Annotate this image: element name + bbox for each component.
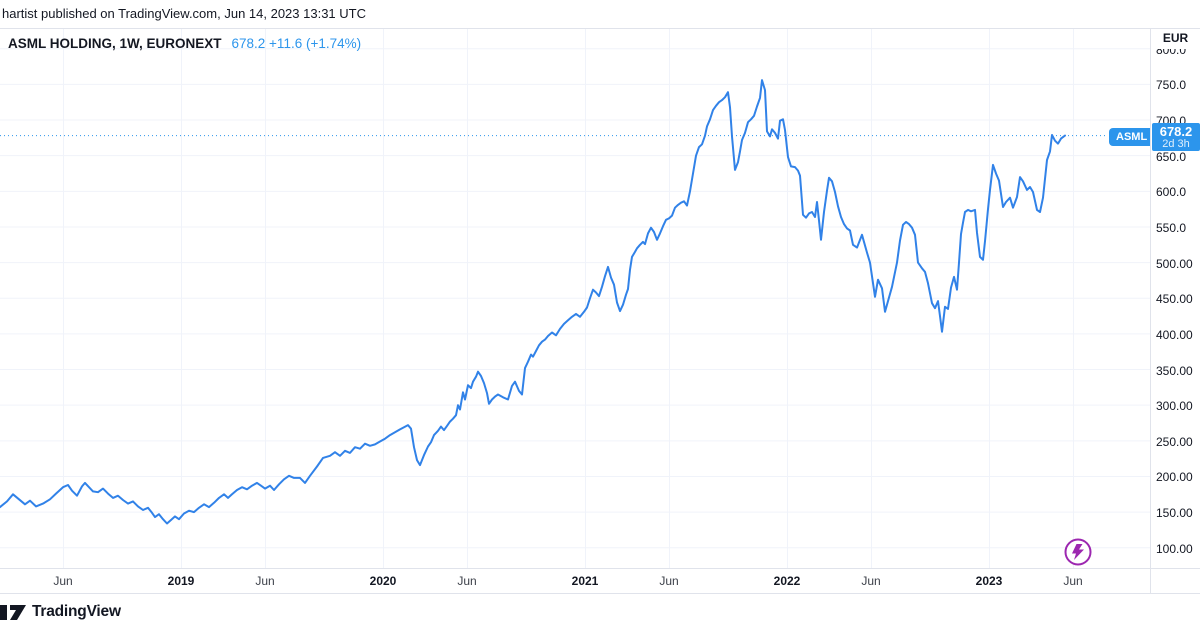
price-tick-label: 600.0	[1156, 185, 1187, 200]
attribution-text: hartist published on TradingView.com, Ju…	[2, 6, 366, 21]
price-tick-label: 200.00	[1156, 470, 1193, 485]
time-tick-year: 2020	[369, 574, 397, 588]
price-axis[interactable]: EUR 800.0 750.0 700.0 650.0 600.0 550.0 500.00…	[1150, 29, 1200, 593]
symbol-quote: 678.2 +11.6 (+1.74%)	[231, 36, 362, 51]
price-tick-label: 500.00	[1156, 256, 1193, 271]
price-tick-label: 150.00	[1156, 506, 1193, 521]
price-tick-label: 300.00	[1156, 399, 1193, 414]
time-tick-year: 2019	[167, 574, 195, 588]
footer-border	[0, 593, 1200, 594]
current-price-value: 678.2	[1159, 123, 1193, 139]
symbol-title: ASML HOLDING, 1W, EURONEXT	[8, 36, 222, 51]
price-tick-label: 400.00	[1156, 327, 1193, 342]
tradingview-brand-text: TradingView	[32, 603, 121, 620]
price-tick-label: 750.0	[1156, 78, 1187, 93]
price-tick-label: 550.0	[1156, 220, 1187, 235]
time-tick-month: Jun	[255, 574, 275, 588]
current-price-label: 678.2 2d 3h	[1152, 122, 1200, 151]
chart-canvas[interactable]: ASML HOLDING, 1W, EURONEXT 678.2 +11.6 (+…	[0, 29, 1150, 568]
currency-label: EUR	[1151, 31, 1200, 49]
time-tick-year: 2021	[571, 574, 599, 588]
time-axis-border	[0, 568, 1200, 569]
top-divider	[0, 28, 1200, 29]
tradingview-brand[interactable]: TradingView	[0, 603, 121, 621]
time-tick-month: Jun	[1063, 574, 1083, 588]
price-line-chart	[0, 29, 1150, 568]
price-tick-label: 250.00	[1156, 434, 1193, 449]
symbol-header: ASML HOLDING, 1W, EURONEXT 678.2 +11.6 (+…	[8, 36, 361, 51]
bar-countdown: 2d 3h	[1162, 137, 1190, 150]
time-tick-year: 2022	[773, 574, 801, 588]
price-line	[0, 79, 1066, 525]
series-price-tag: ASML	[1109, 127, 1150, 146]
price-tick-label: 350.00	[1156, 363, 1193, 378]
time-tick-month: Jun	[659, 574, 679, 588]
price-tick-label: 450.00	[1156, 292, 1193, 307]
time-axis[interactable]: Jun 2019 Jun 2020 Jun 2021 Jun 2022 Jun 2023 Jun	[0, 569, 1150, 593]
footer: TradingView	[0, 594, 1200, 630]
time-tick-month: Jun	[457, 574, 477, 588]
time-tick-year: 2023	[975, 574, 1003, 588]
tradingview-logo-icon	[0, 604, 26, 620]
lightning-bolt-icon	[1072, 544, 1084, 560]
price-tick-label: 100.00	[1156, 541, 1193, 556]
price-tick-label: 650.0	[1156, 149, 1187, 164]
time-tick-month: Jun	[861, 574, 881, 588]
time-tick-month: Jun	[53, 574, 73, 588]
